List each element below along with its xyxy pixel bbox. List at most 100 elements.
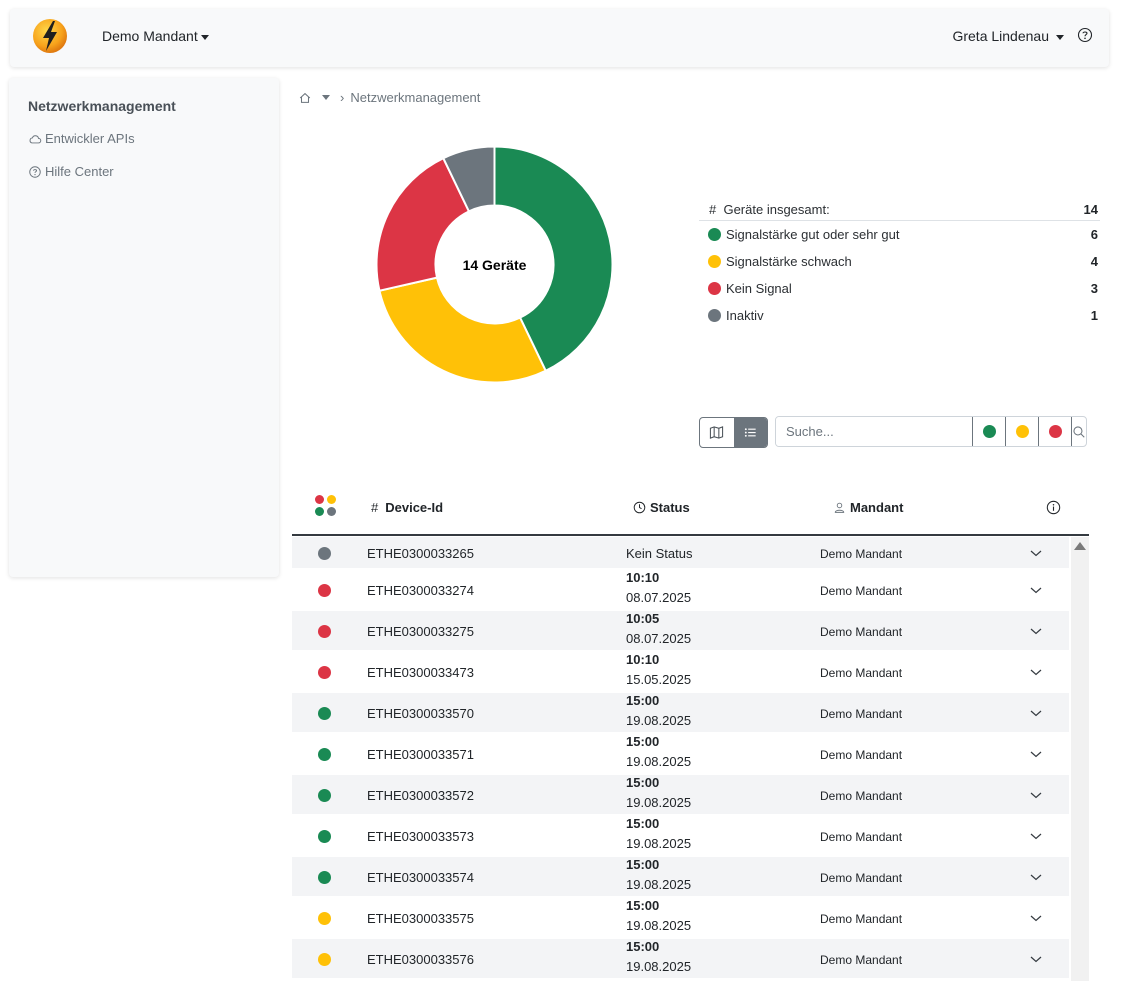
chevron-down-icon[interactable] [322,95,330,100]
status-time: 10:10 [626,652,660,667]
filter-good-button[interactable] [972,417,1005,446]
status-text: Kein Status [626,545,693,561]
status-time: 15:00 [626,775,660,790]
chevron-right-icon: › [340,90,345,105]
filter-weak-button[interactable] [1005,417,1038,446]
chevron-down-icon[interactable] [1028,910,1044,926]
device-id: ETHE0300033575 [367,910,474,926]
scroll-up-arrow-icon[interactable] [1074,542,1086,550]
table-row[interactable]: ETHE0300033572 15:00 19.08.2025 Demo Mandan… [292,775,1069,816]
summary-row-count: 1 [1090,308,1098,323]
sidebar-item-label: Entwickler APIs [45,131,135,146]
table-row[interactable]: ETHE0300033573 15:00 19.08.2025 Demo Mandan… [292,816,1069,857]
status-time: 15:00 [626,734,660,749]
search-button[interactable] [1071,417,1086,446]
status-dot-weak [708,255,721,268]
column-header-label: Mandant [850,500,904,515]
filter-none-button[interactable] [1038,417,1071,446]
device-id: ETHE0300033265 [367,545,474,561]
status-dot-good [318,748,331,761]
chevron-down-icon [200,34,209,40]
device-id: ETHE0300033576 [367,951,474,967]
table-row[interactable]: ETHE0300033570 15:00 19.08.2025 Demo Mandan… [292,693,1069,734]
chevron-down-icon[interactable] [1028,545,1044,561]
tenant-dropdown[interactable]: Demo Mandant [102,28,209,44]
chevron-down-icon[interactable] [1028,828,1044,844]
donut-slice-0[interactable] [493,145,614,373]
column-header-mandant[interactable]: Mandant [833,500,903,515]
sidebar-item-hilfe-center[interactable]: Hilfe Center [28,164,114,179]
status-date: 15.05.2025 [626,672,692,687]
status-dot-none [318,666,331,679]
cloud-icon [29,134,42,143]
search-filter-group [775,416,1087,447]
status-dot-weak [1015,425,1029,438]
chevron-down-icon[interactable] [1028,951,1044,967]
status-dot-inactive [708,309,721,322]
device-status-donut-chart: 14 Geräte [375,145,614,384]
search-icon [1073,425,1085,438]
status-date: 19.08.2025 [626,713,692,728]
mandant: Demo Mandant [820,829,903,844]
mandant: Demo Mandant [820,583,903,598]
table-row[interactable]: ETHE0300033265 Kein Status Demo Mandant [292,537,1069,570]
chevron-down-icon[interactable] [1028,746,1044,762]
column-header-label: Status [650,500,690,515]
chevron-down-icon[interactable] [1028,787,1044,803]
table-row[interactable]: ETHE0300033274 10:10 08.07.2025 Demo Mandan… [292,570,1069,611]
summary-row-label: Inaktiv [726,308,764,323]
map-view-button[interactable] [700,418,734,447]
table-row[interactable]: ETHE0300033576 15:00 19.08.2025 Demo Mandan… [292,939,1069,980]
status-date: 08.07.2025 [626,590,692,605]
info-circle-icon[interactable] [1046,500,1061,515]
search-input[interactable] [776,417,972,446]
map-icon [710,426,724,439]
chevron-down-icon[interactable] [1028,664,1044,680]
status-time: 10:10 [626,570,660,585]
hash-icon: # [371,500,379,515]
summary-row-label: Signalstärke gut oder sehr gut [726,227,900,242]
table-row[interactable]: ETHE0300033473 10:10 15.05.2025 Demo Mandan… [292,652,1069,693]
table-row[interactable]: ETHE0300033574 15:00 19.08.2025 Demo Mandan… [292,857,1069,898]
status-legend-icon[interactable] [315,495,337,517]
hash-icon: # [709,201,717,217]
table-row[interactable]: ETHE0300033571 15:00 19.08.2025 Demo Mandan… [292,734,1069,775]
donut-slice-1[interactable] [378,276,548,384]
status-dot-good [318,830,331,843]
mandant: Demo Mandant [820,546,903,561]
mandant: Demo Mandant [820,747,903,762]
summary-row-label: Kein Signal [726,281,792,296]
question-circle-icon[interactable] [1077,27,1093,43]
device-id: ETHE0300033473 [367,664,474,680]
chevron-down-icon [1056,34,1064,40]
device-id: ETHE0300033274 [367,582,474,598]
list-view-button[interactable] [733,418,767,447]
sidebar-item-entwickler-apis[interactable]: Entwickler APIs [28,131,135,146]
column-header-device-id[interactable]: # Device-Id [371,500,443,515]
status-time: 15:00 [626,898,660,913]
summary-row-none: Kein Signal 3 [699,275,1100,302]
lightning-logo-icon[interactable] [32,18,68,54]
home-icon[interactable] [298,91,312,105]
chevron-down-icon[interactable] [1028,623,1044,639]
mandant: Demo Mandant [820,911,903,926]
status-date: 08.07.2025 [626,631,692,646]
device-id: ETHE0300033570 [367,705,474,721]
sidebar-item-netzwerkmanagement[interactable]: Netzwerkmanagement [28,98,176,114]
mandant: Demo Mandant [820,788,903,803]
status-dot-weak [318,953,331,966]
donut-slice-2[interactable] [375,156,471,292]
table-row[interactable]: ETHE0300033575 15:00 19.08.2025 Demo Mandan… [292,898,1069,939]
column-header-status[interactable]: Status [633,500,690,515]
user-dropdown[interactable]: Greta Lindenau [952,28,1064,44]
sidebar: Netzwerkmanagement Entwickler APIs Hilfe… [9,78,279,577]
summary-row-weak: Signalstärke schwach 4 [699,248,1100,275]
status-time: 15:00 [626,693,660,708]
chevron-down-icon[interactable] [1028,582,1044,598]
chevron-down-icon[interactable] [1028,869,1044,885]
table-row[interactable]: ETHE0300033275 10:05 08.07.2025 Demo Mandan… [292,611,1069,652]
donut-slice-3[interactable] [441,145,496,213]
summary-total-count: 14 [1083,201,1098,217]
table-scrollbar[interactable] [1071,537,1089,981]
chevron-down-icon[interactable] [1028,705,1044,721]
